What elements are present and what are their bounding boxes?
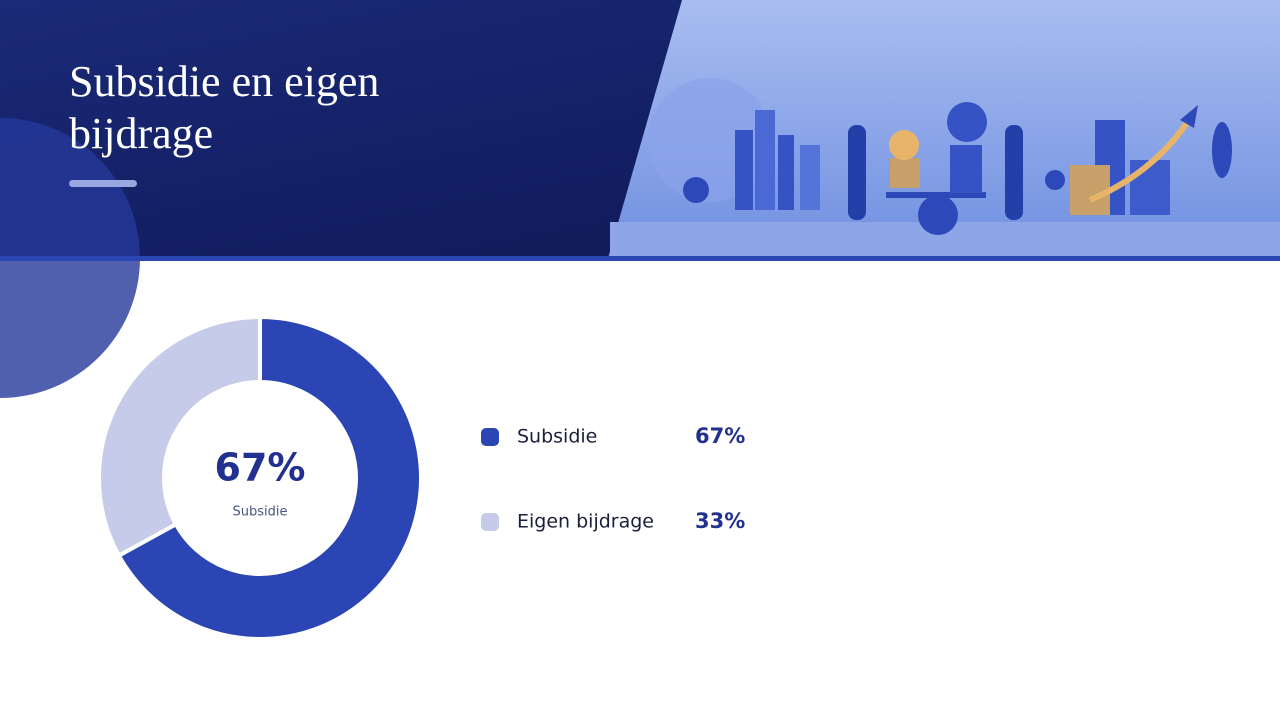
legend-value: 67% <box>695 424 745 448</box>
center-value: 67% <box>215 446 306 490</box>
donut-segment <box>116 314 423 641</box>
legend-swatch <box>481 513 499 531</box>
title-underline <box>69 180 137 187</box>
donut-segment <box>97 314 262 559</box>
legend-label: Eigen bijdrage <box>517 511 654 533</box>
legend-label: Subsidie <box>517 426 597 448</box>
chart-title: Subsidie en eigen bijdrage <box>69 57 379 158</box>
donut-chart: 67% Subsidie Subsidie 67% Eigen bijdrage 33% <box>97 314 745 641</box>
center-label: Subsidie <box>233 505 288 520</box>
legend-value: 33% <box>695 509 745 533</box>
header-rule <box>0 256 1280 261</box>
legend-swatch <box>481 428 499 446</box>
illustration-shapes <box>610 78 1280 258</box>
